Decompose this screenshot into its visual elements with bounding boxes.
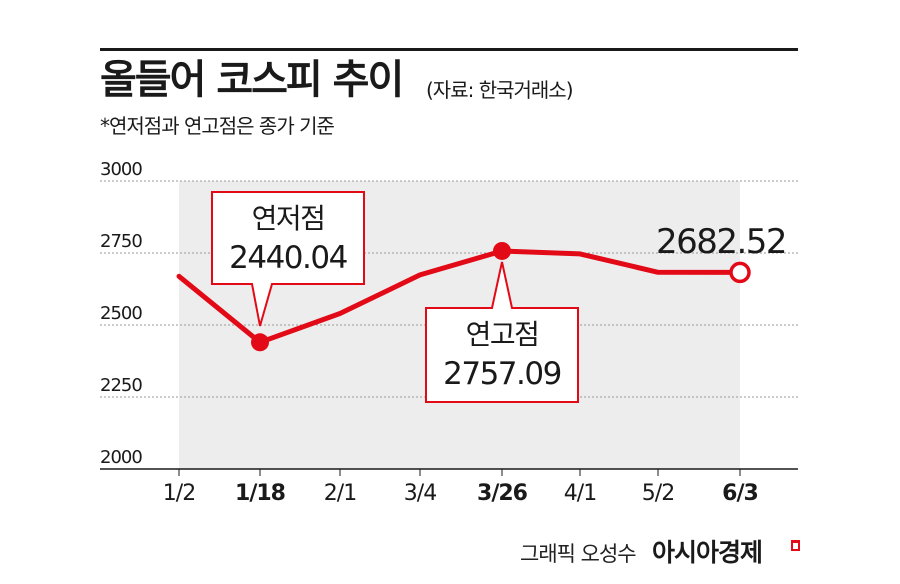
callout-value: 2440.04 [229,240,347,276]
chart-title: 올들어 코스피 추이 [100,57,404,103]
y-tick-label: 3000 [100,159,142,180]
source-note: (자료: 한국거래소) [426,78,574,102]
data-point-latest [729,261,751,284]
brand-mark-icon [791,540,800,551]
x-tick-label: 2/1 [324,481,356,506]
x-tick-label: 3/26 [477,481,528,506]
data-point-marker [251,333,269,352]
x-tick-label: 5/2 [642,481,674,506]
y-tick-label: 2250 [100,375,142,396]
callout-title: 연고점 [466,318,539,351]
y-tick-layer: 3000 2750 2500 2250 2000 [100,159,143,468]
y-tick-label: 2750 [100,231,142,252]
basis-note: *연저점과 연고점은 종가 기준 [100,114,335,138]
y-tick-label: 2500 [100,303,142,324]
x-tick-label: 6/3 [722,481,758,506]
brand-logo: 아시아경제 [652,538,763,567]
x-tick-label: 1/18 [235,481,285,506]
callout-box [425,261,579,403]
data-point-marker [493,241,511,260]
x-tick-label: 4/1 [564,481,596,506]
x-tick-label: 3/4 [404,481,436,506]
callout-value: 2757.09 [443,356,561,392]
graphic-credit: 그래픽 오성수 [520,542,637,566]
line-layer [176,241,751,352]
callout-title: 연저점 [252,202,325,235]
x-tick-label: 1/2 [163,481,195,506]
callout-1-18: 연저점 2440.04 [211,191,365,327]
annotation-layer: 연저점 2440.04 연고점 2757.09 2682.52 [211,191,788,403]
y-tick-label: 2000 [100,447,142,468]
callout-3-26: 연고점 2757.09 [425,261,579,403]
x-tick-layer: 1/2 1/18 2/1 3/4 3/26 4/1 5/2 6/3 [163,469,759,506]
kospi-series-line [176,248,743,345]
latest-value-label: 2682.52 [656,222,786,262]
top-rule [100,48,798,51]
callout-box [211,191,365,327]
